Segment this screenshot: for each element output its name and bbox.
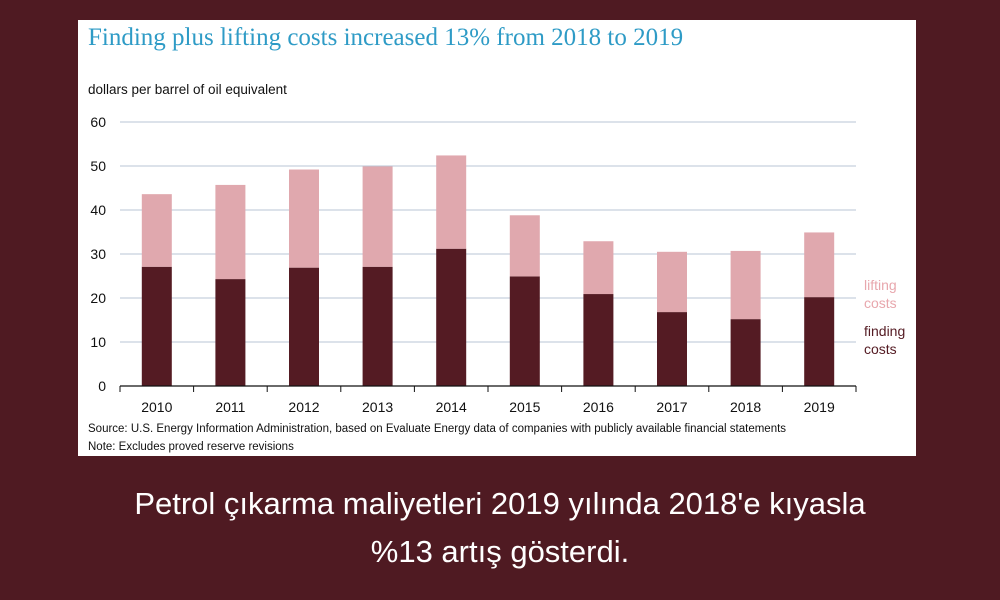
bar-lifting-costs — [362, 166, 393, 267]
chart-title: Finding plus lifting costs increased 13%… — [88, 24, 684, 51]
exclusion-note: Note: Excludes proved reserve revisions — [88, 441, 294, 453]
y-tick-label: 10 — [90, 334, 106, 350]
legend-finding-costs: costs — [864, 341, 897, 357]
x-tick-label: 2017 — [656, 399, 687, 415]
bar-lifting-costs — [730, 250, 761, 320]
x-tick-label: 2018 — [730, 399, 761, 415]
bar-finding-costs — [583, 294, 614, 386]
caption-line-2: %13 artış gösterdi. — [370, 534, 630, 569]
bar-lifting-costs — [583, 241, 614, 295]
bar-lifting-costs — [289, 169, 319, 268]
y-tick-label: 30 — [90, 246, 106, 262]
bar-finding-costs — [509, 276, 540, 386]
bar-lifting-costs — [141, 194, 172, 267]
y-tick-label: 60 — [90, 114, 106, 130]
y-axis-label: dollars per barrel of oil equivalent — [88, 82, 287, 97]
x-tick-label: 2012 — [288, 399, 319, 415]
legend-finding-costs: finding — [864, 323, 905, 339]
x-tick-label: 2014 — [436, 399, 467, 415]
stacked-bar-chart: 0 10 20 30 40 50 60 2010 2011 2012 2013 2014 2015 201… — [90, 114, 905, 415]
bar-finding-costs — [215, 279, 246, 386]
source-note: Source: U.S. Energy Information Administ… — [88, 423, 787, 435]
caption-line-1: Petrol çıkarma maliyetleri 2019 yılında … — [134, 486, 866, 521]
chart-panel: Finding plus lifting costs increased 13%… — [78, 20, 916, 456]
bar-finding-costs — [362, 266, 393, 386]
x-tick-label: 2013 — [362, 399, 393, 415]
x-tick-label: 2016 — [583, 399, 614, 415]
x-tick-label: 2015 — [509, 399, 540, 415]
y-tick-label: 50 — [90, 158, 106, 174]
y-tick-label: 20 — [90, 290, 106, 306]
bar-finding-costs — [436, 248, 467, 386]
bar-lifting-costs — [657, 251, 687, 313]
bar-finding-costs — [657, 312, 687, 386]
x-tick-label: 2010 — [141, 399, 172, 415]
bar-finding-costs — [289, 267, 319, 386]
bar-finding-costs — [141, 266, 172, 386]
bar-lifting-costs — [804, 232, 835, 298]
x-tick-label: 2019 — [804, 399, 835, 415]
bar-finding-costs — [730, 319, 761, 386]
y-tick-label: 0 — [98, 378, 106, 394]
y-tick-label: 40 — [90, 202, 106, 218]
bar-finding-costs — [804, 297, 835, 386]
bar-lifting-costs — [509, 215, 540, 277]
legend-lifting-costs: costs — [864, 295, 897, 311]
x-tick-label: 2011 — [215, 399, 245, 415]
legend-lifting-costs: lifting — [864, 277, 897, 293]
bar-lifting-costs — [215, 184, 246, 280]
bar-lifting-costs — [436, 155, 467, 249]
